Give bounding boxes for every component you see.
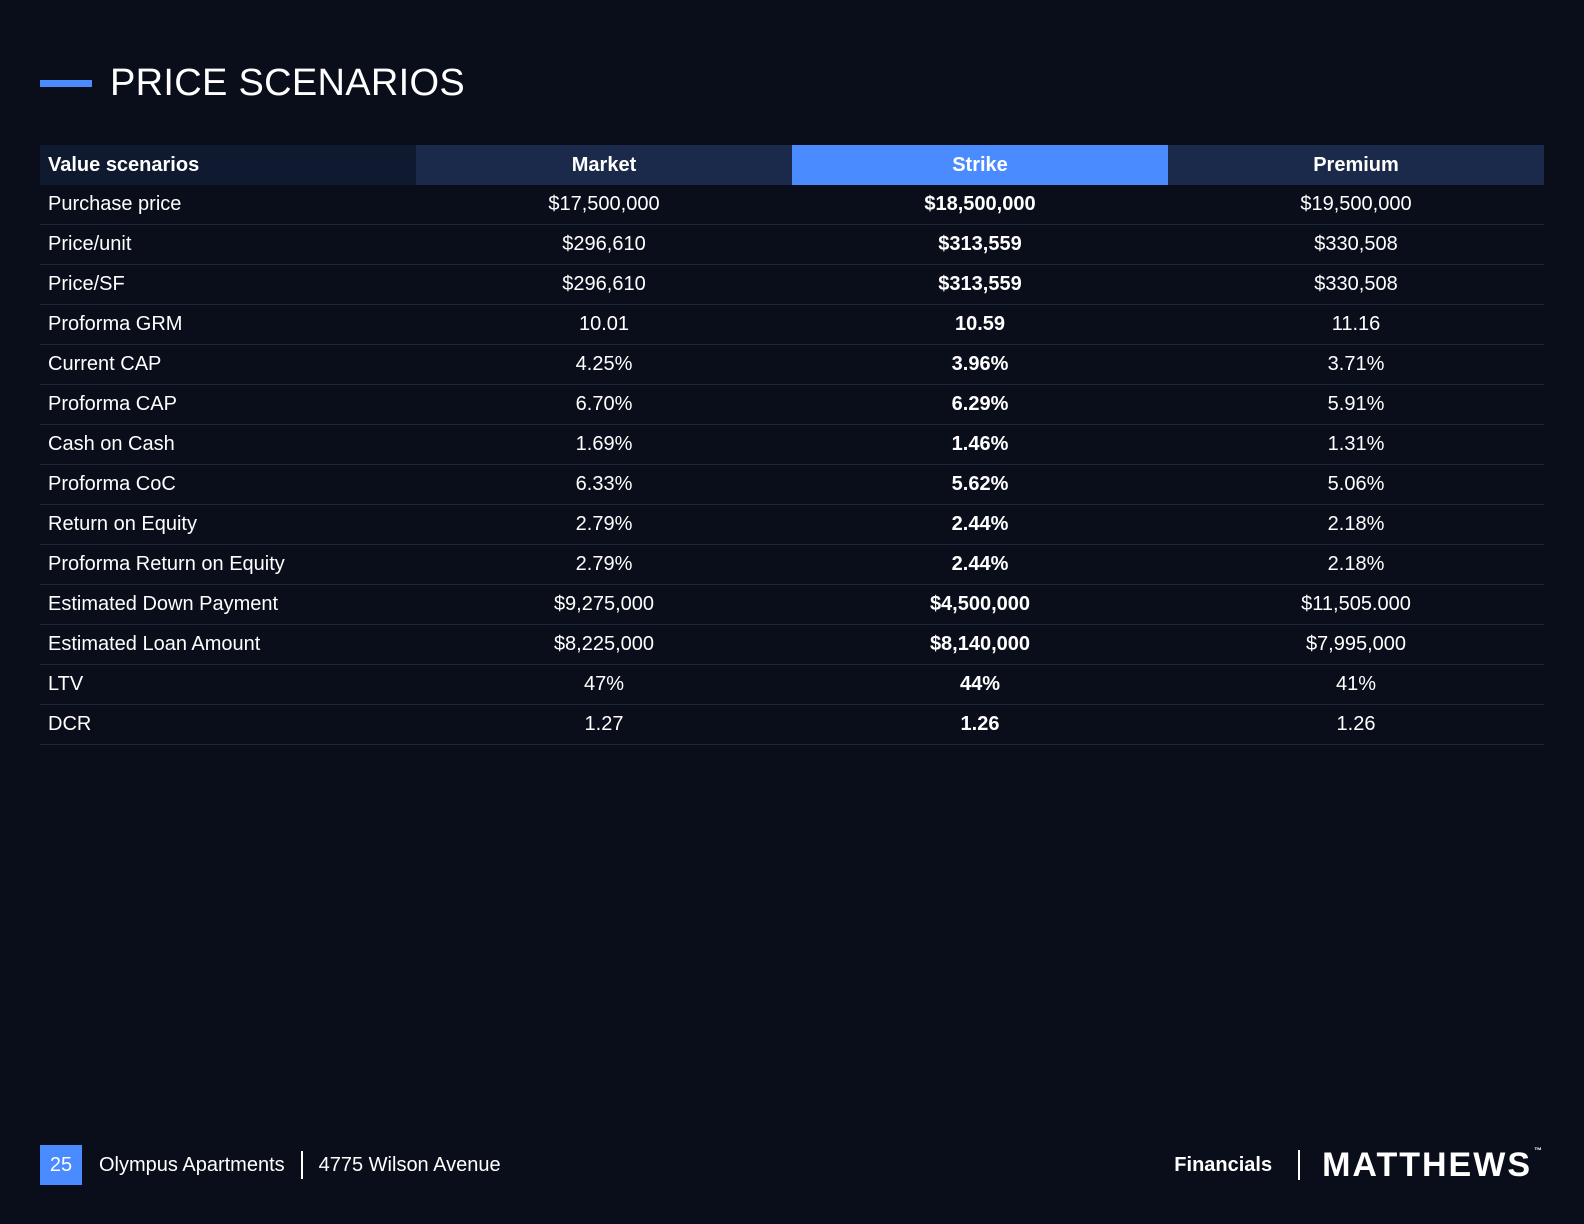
row-label: Price/SF <box>40 264 416 305</box>
page-title: PRICE SCENARIOS <box>110 61 466 104</box>
premium-value: 41% <box>1168 664 1544 705</box>
market-value: 1.27 <box>416 704 792 745</box>
table-row: Estimated Down Payment $9,275,000 $4,500,0… <box>40 584 1544 625</box>
strike-value: 6.29% <box>792 384 1168 425</box>
strike-value: 10.59 <box>792 304 1168 345</box>
row-label: Estimated Loan Amount <box>40 624 416 665</box>
strike-value: $313,559 <box>792 224 1168 265</box>
strike-value: $8,140,000 <box>792 624 1168 665</box>
column-header-market: Market <box>416 145 792 185</box>
footer-branding: Financials MATTHEWS ™ <box>1174 1145 1544 1185</box>
premium-value: 2.18% <box>1168 504 1544 545</box>
footer-property-info: Olympus Apartments 4775 Wilson Avenue <box>99 1145 501 1185</box>
row-label: Current CAP <box>40 344 416 385</box>
row-label: Proforma Return on Equity <box>40 544 416 585</box>
column-header-strike: Strike <box>792 145 1168 185</box>
premium-value: $7,995,000 <box>1168 624 1544 665</box>
premium-value: 3.71% <box>1168 344 1544 385</box>
premium-value: 1.31% <box>1168 424 1544 465</box>
strike-value: 2.44% <box>792 544 1168 585</box>
table-header-row: Value scenarios Market Strike Premium <box>40 145 1544 185</box>
premium-value: 5.91% <box>1168 384 1544 425</box>
table-row: Proforma CAP 6.70% 6.29% 5.91% <box>40 384 1544 425</box>
page-header: PRICE SCENARIOS <box>40 60 465 106</box>
strike-value: 1.46% <box>792 424 1168 465</box>
table-row: Price/SF $296,610 $313,559 $330,508 <box>40 264 1544 305</box>
strike-value: $313,559 <box>792 264 1168 305</box>
row-label: Proforma CAP <box>40 384 416 425</box>
premium-value: 11.16 <box>1168 304 1544 345</box>
table-row: Price/unit $296,610 $313,559 $330,508 <box>40 224 1544 265</box>
title-accent-bar <box>40 79 92 87</box>
market-value: 6.33% <box>416 464 792 505</box>
premium-value: $19,500,000 <box>1168 185 1544 225</box>
premium-value: 1.26 <box>1168 704 1544 745</box>
row-label: Return on Equity <box>40 504 416 545</box>
table-row: Cash on Cash 1.69% 1.46% 1.31% <box>40 424 1544 465</box>
market-value: 47% <box>416 664 792 705</box>
table-row: Proforma CoC 6.33% 5.62% 5.06% <box>40 464 1544 505</box>
table-row: Return on Equity 2.79% 2.44% 2.18% <box>40 504 1544 545</box>
market-value: 2.79% <box>416 544 792 585</box>
row-label: DCR <box>40 704 416 745</box>
column-header-value-scenarios: Value scenarios <box>40 145 416 185</box>
market-value: 4.25% <box>416 344 792 385</box>
row-label: LTV <box>40 664 416 705</box>
row-label: Proforma CoC <box>40 464 416 505</box>
premium-value: $330,508 <box>1168 264 1544 305</box>
property-address: 4775 Wilson Avenue <box>318 1153 501 1176</box>
footer-divider <box>300 1151 303 1179</box>
strike-value: 2.44% <box>792 504 1168 545</box>
table-row: Proforma GRM 10.01 10.59 11.16 <box>40 304 1544 345</box>
market-value: 10.01 <box>416 304 792 345</box>
premium-value: $330,508 <box>1168 224 1544 265</box>
matthews-logo: MATTHEWS ™ <box>1322 1146 1544 1185</box>
page-number: 25 <box>40 1145 82 1185</box>
price-scenarios-table: Value scenarios Market Strike Premium Pu… <box>40 145 1544 745</box>
row-label: Purchase price <box>40 185 416 225</box>
table-row: DCR 1.27 1.26 1.26 <box>40 704 1544 745</box>
market-value: $8,225,000 <box>416 624 792 665</box>
market-value: 6.70% <box>416 384 792 425</box>
premium-value: $11,505.000 <box>1168 584 1544 625</box>
market-value: $296,610 <box>416 264 792 305</box>
strike-value: 44% <box>792 664 1168 705</box>
table-row: LTV 47% 44% 41% <box>40 664 1544 705</box>
footer-divider-right <box>1298 1150 1301 1180</box>
market-value: 1.69% <box>416 424 792 465</box>
market-value: $296,610 <box>416 224 792 265</box>
trademark-symbol: ™ <box>1534 1145 1544 1155</box>
row-label: Proforma GRM <box>40 304 416 345</box>
table-row: Estimated Loan Amount $8,225,000 $8,140,00… <box>40 624 1544 665</box>
strike-value: $4,500,000 <box>792 584 1168 625</box>
strike-value: 1.26 <box>792 704 1168 745</box>
column-header-premium: Premium <box>1168 145 1544 185</box>
section-name: Financials <box>1174 1153 1273 1176</box>
market-value: $9,275,000 <box>416 584 792 625</box>
table-row: Purchase price $17,500,000 $18,500,000 $19,… <box>40 185 1544 225</box>
market-value: 2.79% <box>416 504 792 545</box>
strike-value: $18,500,000 <box>792 185 1168 225</box>
strike-value: 3.96% <box>792 344 1168 385</box>
premium-value: 5.06% <box>1168 464 1544 505</box>
strike-value: 5.62% <box>792 464 1168 505</box>
row-label: Cash on Cash <box>40 424 416 465</box>
premium-value: 2.18% <box>1168 544 1544 585</box>
market-value: $17,500,000 <box>416 185 792 225</box>
logo-text: MATTHEWS <box>1322 1145 1532 1184</box>
table-row: Proforma Return on Equity 2.79% 2.44% 2.18% <box>40 544 1544 585</box>
property-name: Olympus Apartments <box>99 1153 285 1176</box>
table-row: Current CAP 4.25% 3.96% 3.71% <box>40 344 1544 385</box>
row-label: Estimated Down Payment <box>40 584 416 625</box>
footer: 25 Olympus Apartments 4775 Wilson Avenue… <box>40 1145 1544 1185</box>
row-label: Price/unit <box>40 224 416 265</box>
